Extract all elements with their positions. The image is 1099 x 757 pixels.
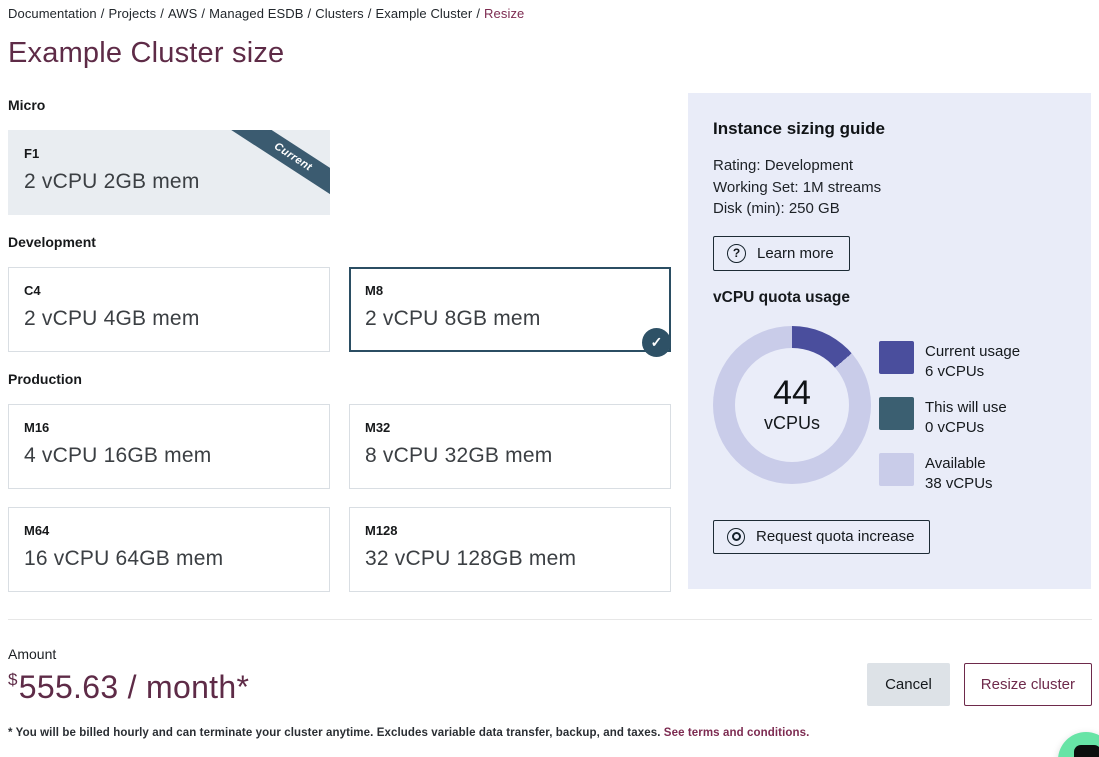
size-card-spec: 2 vCPU 8GB mem: [365, 307, 541, 330]
legend-label: Current usage 6 vCPUs: [925, 342, 1021, 381]
legend-item-current-usage: Current usage 6 vCPUs: [879, 340, 1021, 383]
instance-sizing-panel: Instance sizing guide Rating: Developmen…: [688, 93, 1091, 589]
breadcrumb-managed-esdb[interactable]: Managed ESDB: [209, 6, 304, 21]
breadcrumb-aws[interactable]: AWS: [167, 6, 198, 21]
amount-label: Amount: [8, 646, 57, 662]
question-mark-icon: ?: [727, 243, 746, 263]
chat-bubble-icon: [1074, 745, 1099, 757]
breadcrumb-separator: /: [160, 6, 164, 21]
size-card-f1[interactable]: F1 2 vCPU 2GB mem Current: [8, 130, 330, 215]
size-options-column: Micro F1 2 vCPU 2GB mem Current Developm…: [8, 93, 671, 592]
legend-label: This will use 0 vCPUs: [925, 398, 1007, 437]
size-card-spec: 32 vCPU 128GB mem: [365, 547, 577, 570]
learn-more-label: Learn more: [757, 244, 834, 262]
resize-cluster-button[interactable]: Resize cluster: [963, 663, 1092, 706]
quota-target-icon: [727, 527, 745, 546]
quota-usage-title: vCPU quota usage: [713, 288, 850, 306]
size-card-name: M16: [24, 420, 50, 435]
amount-block: Amount $555.63 / month*: [8, 646, 249, 706]
size-card-m128[interactable]: M128 32 vCPU 128GB mem: [349, 507, 671, 592]
request-quota-label: Request quota increase: [756, 528, 915, 545]
sizing-guide-title: Instance sizing guide: [713, 119, 885, 138]
size-card-spec: 4 vCPU 16GB mem: [24, 444, 212, 467]
legend-swatch-current-usage: [879, 340, 914, 374]
selected-check-icon: ✓: [642, 328, 671, 357]
size-card-m32[interactable]: M32 8 vCPU 32GB mem: [349, 404, 671, 489]
quota-chart-row: 44 vCPUs Current usage 6 vCPUs: [713, 325, 1066, 509]
main-layout: Micro F1 2 vCPU 2GB mem Current Developm…: [8, 93, 1091, 592]
terms-and-conditions-link[interactable]: See terms and conditions.: [663, 727, 810, 739]
footer-actions: Cancel Resize cluster: [867, 663, 1092, 706]
production-card-grid: M16 4 vCPU 16GB mem M32 8 vCPU 32GB mem …: [8, 404, 671, 592]
size-card-m16[interactable]: M16 4 vCPU 16GB mem: [8, 404, 330, 489]
legend-swatch-available: [879, 452, 914, 486]
size-card-name: M64: [24, 523, 50, 538]
current-ribbon: Current: [224, 130, 330, 208]
breadcrumb-separator: /: [100, 6, 105, 21]
legend-item-this-will-use: This will use 0 vCPUs: [879, 396, 1020, 439]
quota-legend: Current usage 6 vCPUs This will use 0 vC…: [879, 326, 1020, 509]
size-card-spec: 2 vCPU 4GB mem: [24, 307, 200, 330]
breadcrumb-documentation[interactable]: Documentation: [8, 6, 97, 21]
size-card-c4[interactable]: C4 2 vCPU 4GB mem: [8, 267, 330, 352]
breadcrumb-separator: /: [307, 6, 312, 21]
legend-swatch-this-will-use: [879, 396, 914, 430]
size-card-name: M8: [365, 283, 384, 298]
size-card-spec: 2 vCPU 2GB mem: [24, 170, 200, 193]
footer-divider: [8, 619, 1092, 620]
size-card-name: M128: [365, 523, 398, 538]
breadcrumb-separator: /: [201, 6, 206, 21]
billing-disclaimer: * You will be billed hourly and can term…: [8, 727, 810, 739]
size-card-name: F1: [24, 146, 40, 161]
size-card-name: M32: [365, 420, 391, 435]
currency-symbol: $: [8, 670, 18, 689]
learn-more-button[interactable]: ? Learn more: [713, 235, 850, 271]
price-value: $555.63 / month*: [8, 669, 250, 705]
size-card-m64[interactable]: M64 16 vCPU 64GB mem: [8, 507, 330, 592]
size-card-m8-selected[interactable]: M8 2 vCPU 8GB mem ✓: [349, 267, 671, 357]
section-label-production: Production: [8, 371, 82, 387]
legend-label: Available 38 vCPUs: [925, 454, 993, 493]
size-card-name: C4: [24, 283, 41, 298]
section-label-development: Development: [8, 234, 96, 250]
breadcrumb-projects[interactable]: Projects: [108, 6, 157, 21]
page-title: Example Cluster size: [8, 37, 285, 69]
section-label-micro: Micro: [8, 97, 46, 113]
footer: Amount $555.63 / month* Cancel Resize cl…: [8, 620, 1092, 706]
legend-item-available: Available 38 vCPUs: [879, 452, 1020, 495]
breadcrumb: Documentation / Projects / AWS / Managed ESDB /…: [8, 6, 1091, 21]
size-card-spec: 16 vCPU 64GB mem: [24, 547, 224, 570]
request-quota-increase-button[interactable]: Request quota increase: [713, 519, 931, 554]
micro-card-grid: F1 2 vCPU 2GB mem Current: [8, 130, 671, 215]
breadcrumb-clusters[interactable]: Clusters: [315, 6, 364, 21]
disk-spec: Disk (min): 250 GB: [713, 200, 840, 217]
rating-spec: Rating: Development: [713, 157, 854, 174]
breadcrumb-separator: /: [476, 6, 481, 21]
development-card-grid: C4 2 vCPU 4GB mem M8 2 vCPU 8GB mem ✓: [8, 267, 671, 357]
cancel-button[interactable]: Cancel: [867, 663, 950, 706]
breadcrumb-example-cluster[interactable]: Example Cluster: [375, 6, 473, 21]
quota-donut-center: 44 vCPUs: [735, 347, 849, 462]
breadcrumb-resize[interactable]: Resize: [484, 6, 525, 21]
breadcrumb-separator: /: [367, 6, 372, 21]
working-set-spec: Working Set: 1M streams: [713, 178, 882, 196]
size-card-spec: 8 vCPU 32GB mem: [365, 444, 553, 467]
quota-total-value: 44: [773, 374, 811, 412]
quota-total-unit: vCPUs: [763, 413, 820, 433]
quota-donut-ring: 44 vCPUs: [713, 325, 871, 484]
